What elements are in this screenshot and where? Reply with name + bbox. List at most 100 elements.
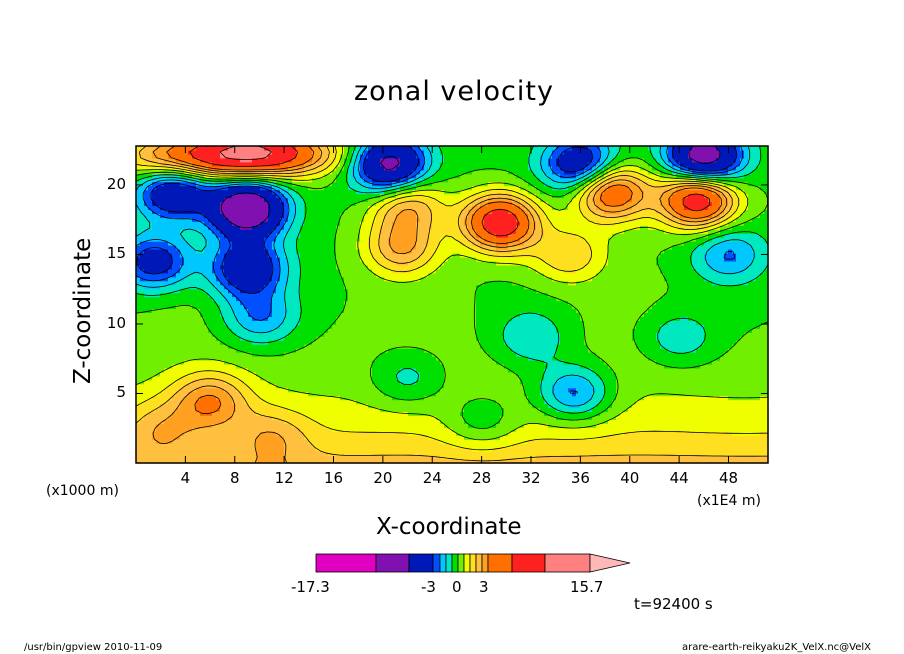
contour-cell [348,423,353,428]
contour-cell [340,435,345,440]
contour-cell [344,435,349,440]
contour-cell [240,455,245,460]
contour-cell [288,221,293,226]
contour-cell [356,356,361,361]
contour-cell [376,157,381,163]
contour-cell [236,316,241,321]
contour-cell [244,252,249,258]
contour-cell [292,387,297,393]
contour-cell [300,241,305,246]
contour-cell [344,332,349,337]
contour-cell [156,383,161,389]
contour-cell [220,181,225,187]
contour-cell [356,173,361,179]
contour-cell [324,316,329,321]
contour-cell [348,225,353,230]
contour-cell [312,165,317,171]
contour-cell [276,249,281,254]
contour-cell [252,387,257,393]
contour-cell [152,391,157,397]
contour-cell [252,407,257,413]
contour-cell [156,233,161,238]
contour-cell [236,300,241,306]
contour-cell [156,332,161,337]
contour-cell [188,336,193,341]
contour-cell [264,455,269,460]
contour-cell [248,161,253,167]
contour-cell [244,189,249,195]
contour-cell [352,320,357,325]
contour-cell [236,451,241,456]
contour-cell [340,264,345,270]
contour-cell [296,284,301,290]
contour-cell [256,455,261,460]
contour-cell [212,371,217,377]
contour-cell [240,292,245,298]
contour-cell [200,165,205,171]
contour-cell [276,205,281,210]
contour-cell [184,308,189,314]
contour-cell [252,328,257,333]
contour-cell [156,249,161,254]
contour-cell [248,363,253,369]
contour-cell [344,205,349,210]
contour-cell [380,153,385,159]
contour-cell [236,443,241,448]
contour-cell [160,300,165,306]
contour-cell [164,213,169,218]
contour-cell [332,387,337,393]
contour-cell [368,348,373,353]
contour-cell [236,146,241,151]
contour-cell [164,304,169,310]
contour-cell [268,316,273,321]
contour-cell [144,447,149,452]
contour-cell [160,241,165,246]
contour-cell [188,395,193,401]
contour-cell [336,252,341,258]
contour-cell [376,197,381,203]
contour-cell [200,157,205,163]
contour-cell [232,427,237,432]
contour-cell [208,352,213,357]
contour-cell [248,316,253,321]
contour-cell [312,280,317,286]
contour-cell [372,356,377,361]
contour-cell [176,185,181,191]
contour-cell [292,169,297,175]
contour-cell [204,153,209,159]
contour-cell [224,431,229,436]
contour-cell [244,411,249,417]
contour-cell [284,395,289,401]
contour-cell [136,423,141,428]
contour-cell [292,375,297,381]
contour-cell [308,300,313,306]
contour-cell [240,233,245,238]
contour-cell [284,423,289,428]
contour-cell [344,193,349,199]
contour-cell [248,233,253,238]
contour-cell [380,249,385,254]
contour-cell [212,403,217,409]
contour-cell [332,217,337,222]
contour-cell [340,443,345,448]
contour-cell [240,356,245,361]
contour-cell [316,217,321,222]
contour-cell [260,213,265,218]
contour-cell [248,189,253,195]
contour-cell [324,439,329,444]
contour-cell [140,260,145,266]
contour-cell [272,149,277,155]
contour-cell [136,268,141,274]
contour-cell [348,197,353,203]
contour-cell [236,193,241,199]
contour-cell [276,383,281,389]
contour-cell [328,213,333,218]
contour-cell [244,201,249,207]
contour-cell [340,387,345,393]
contour-cell [164,264,169,270]
contour-cell [204,391,209,397]
contour-cell [384,455,389,460]
contour-cell [156,304,161,310]
contour-cell [244,344,249,349]
contour-cell [316,229,321,234]
